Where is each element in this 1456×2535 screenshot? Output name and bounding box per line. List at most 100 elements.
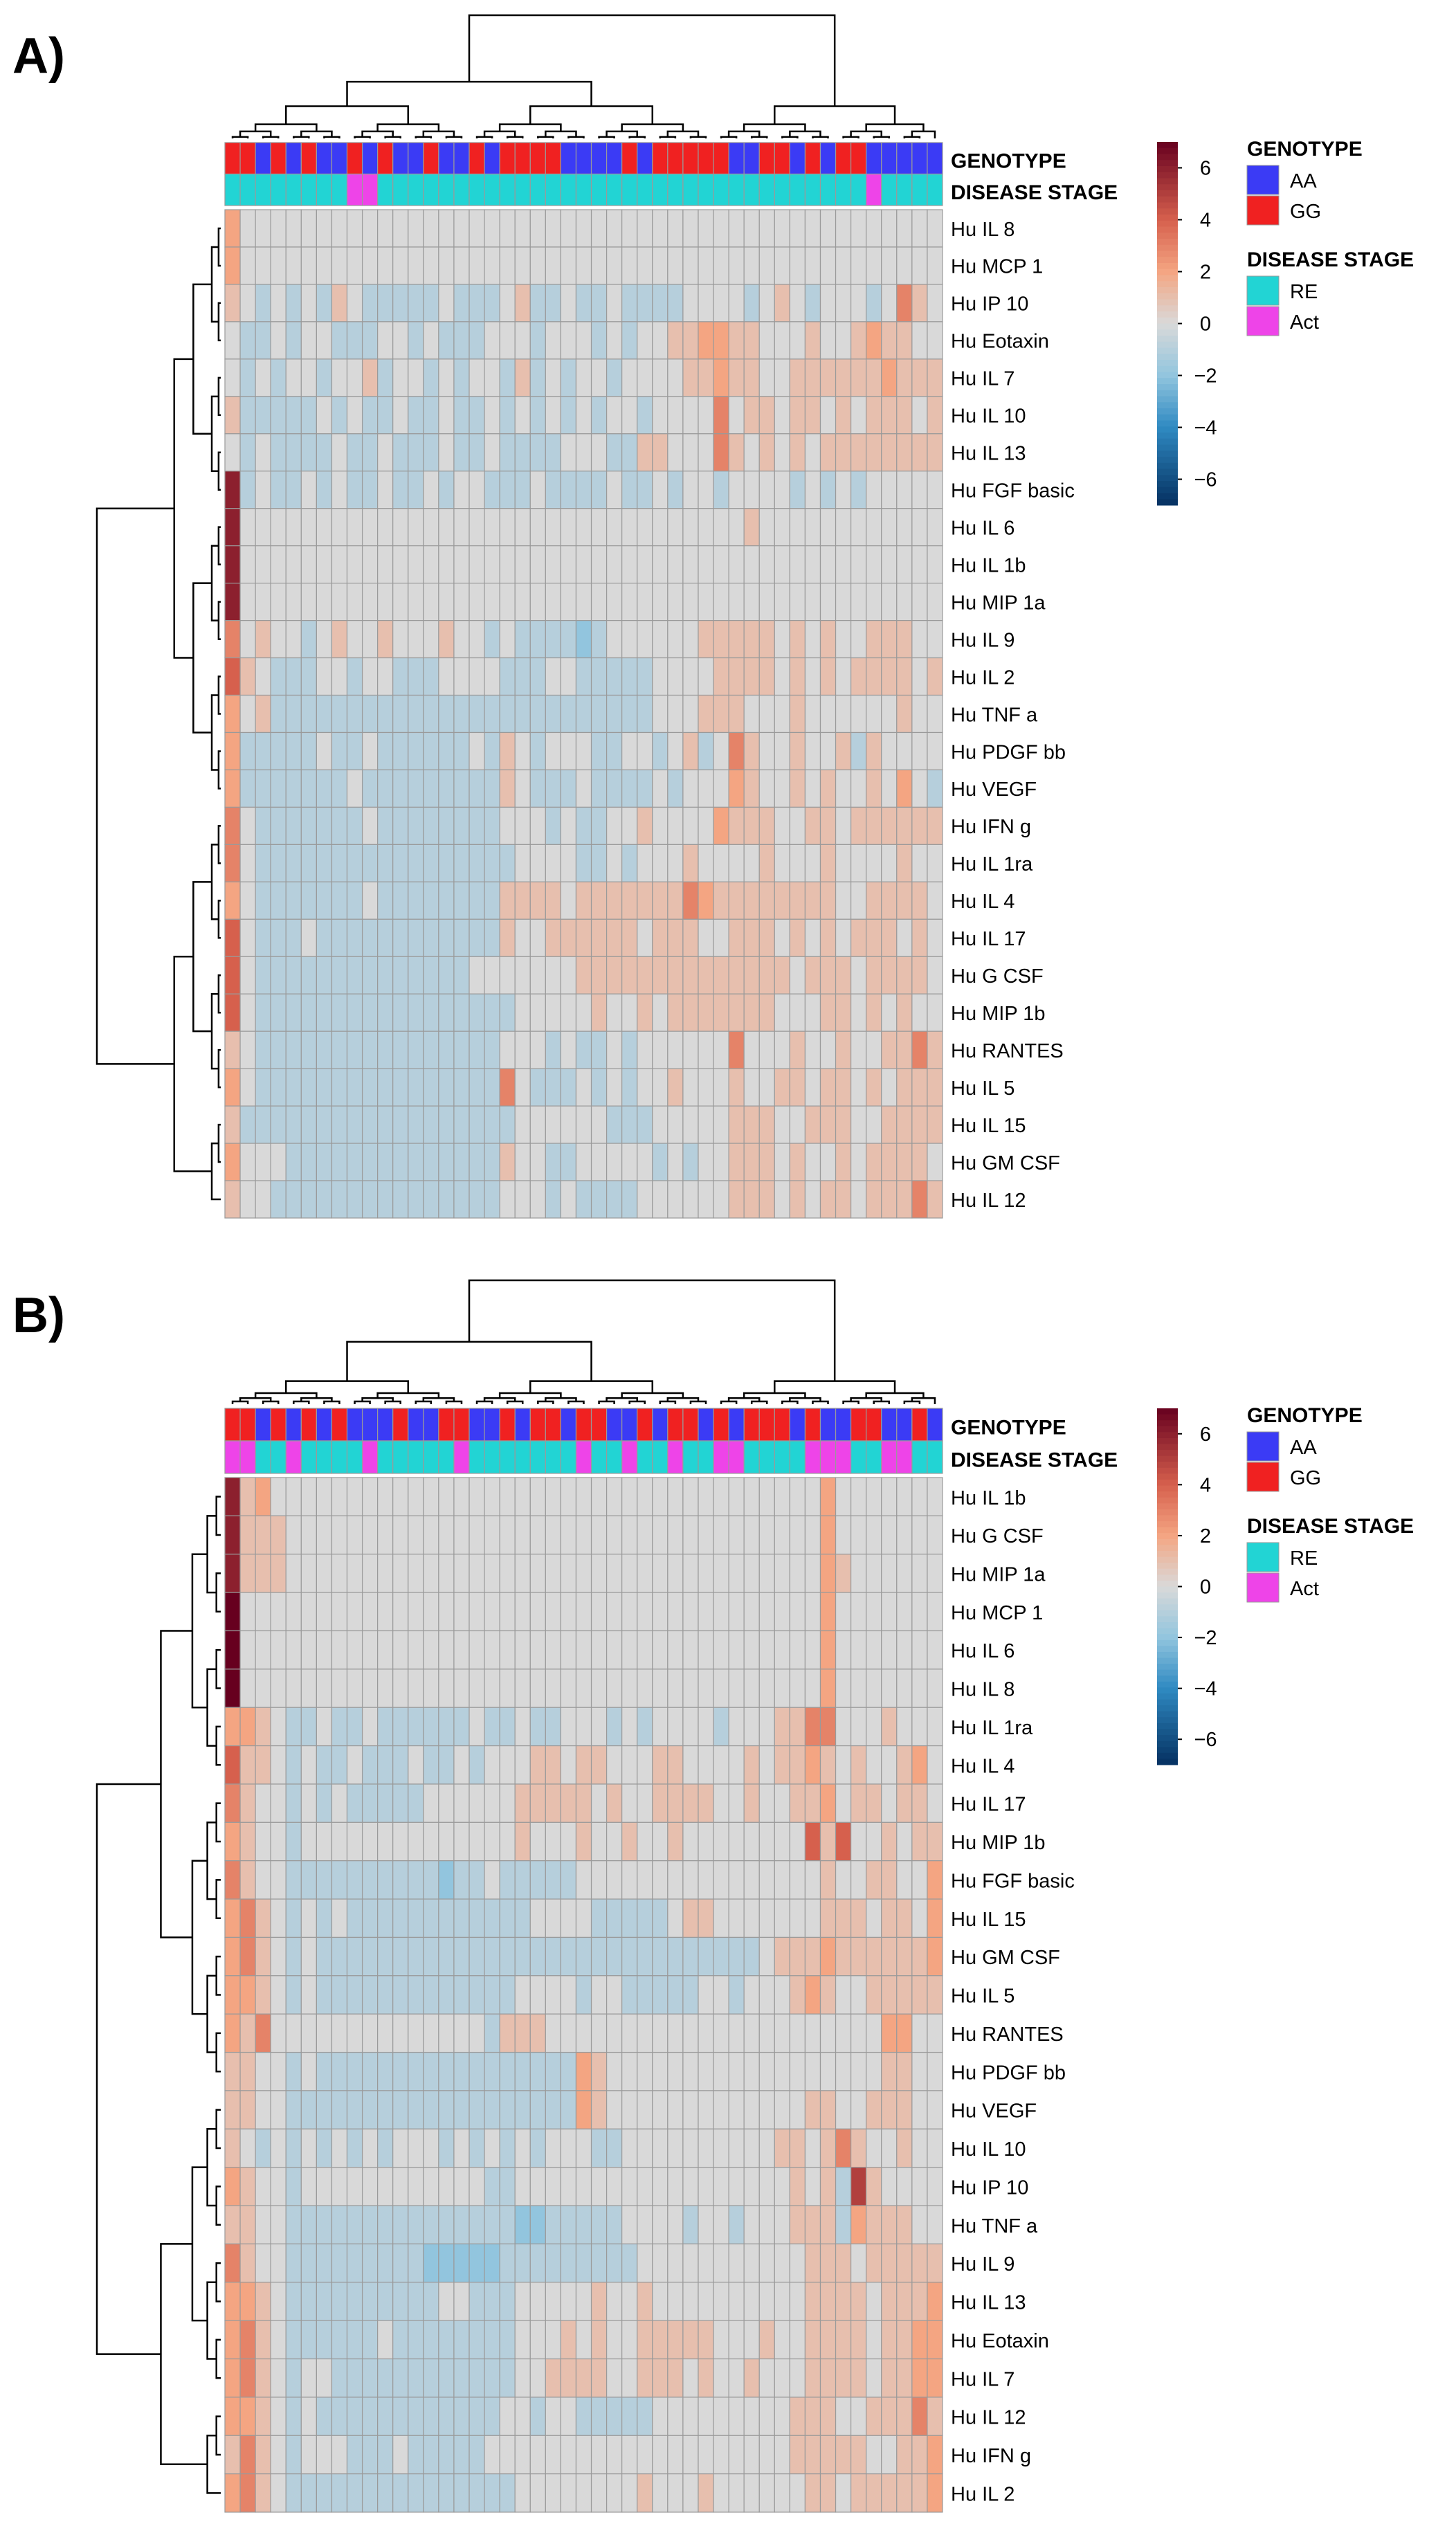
heatmap-cell <box>789 918 806 957</box>
heatmap-cell <box>484 1030 500 1069</box>
heatmap-cell <box>606 1515 623 1555</box>
heatmap-cell <box>453 1554 470 1593</box>
heatmap-cell <box>285 471 302 509</box>
row-label: Hu IFN g <box>951 2445 1031 2467</box>
heatmap-cell <box>346 1105 363 1144</box>
heatmap-cell <box>774 844 790 882</box>
heatmap-cell <box>896 1105 913 1144</box>
heatmap-cell <box>423 2397 439 2436</box>
heatmap-cell <box>881 2051 898 2091</box>
heatmap-cell <box>560 583 577 621</box>
heatmap-cell <box>758 1592 775 1632</box>
heatmap-cell <box>423 396 439 435</box>
stage-cell <box>819 1440 837 1474</box>
heatmap-cell <box>682 358 699 397</box>
heatmap-cell <box>758 2090 775 2129</box>
heatmap-cell <box>270 1936 286 1977</box>
heatmap-cell <box>804 1515 821 1555</box>
heatmap-cell <box>255 396 271 435</box>
heatmap-cell <box>239 2090 256 2129</box>
heatmap-cell <box>881 471 898 509</box>
genotype-cell <box>545 142 562 175</box>
heatmap-cell <box>392 209 409 248</box>
heatmap-cell <box>514 2013 531 2053</box>
heatmap-cell <box>881 1707 898 1747</box>
heatmap-cell <box>804 396 821 435</box>
heatmap-cell <box>911 1783 928 1823</box>
stage-cell <box>224 173 241 206</box>
color-scale-step <box>1157 1491 1178 1498</box>
heatmap-cell <box>300 2282 317 2321</box>
heatmap-cell <box>285 246 302 285</box>
heatmap-cell <box>392 2358 409 2398</box>
genotype-cell <box>423 142 439 175</box>
heatmap-cell <box>300 657 317 696</box>
heatmap-cell <box>866 769 882 808</box>
heatmap-cell <box>270 2358 286 2398</box>
heatmap-cell <box>728 433 745 472</box>
heatmap-cell <box>774 321 790 360</box>
heatmap-cell <box>361 1860 379 1900</box>
stage-cell <box>835 173 852 206</box>
heatmap-cell <box>408 1707 424 1747</box>
color-scale-tick-label: −2 <box>1194 365 1217 388</box>
heatmap-cell <box>850 2397 867 2436</box>
heatmap-cell <box>361 657 379 696</box>
heatmap-cell <box>331 2090 348 2129</box>
heatmap-cell <box>270 209 286 248</box>
heatmap-cell <box>285 2282 302 2321</box>
heatmap-cell <box>392 583 409 621</box>
genotype-cell <box>316 142 333 175</box>
heatmap-cell <box>529 2167 546 2206</box>
heatmap-cell <box>499 1143 516 1181</box>
heatmap-cell <box>850 956 867 994</box>
heatmap-cell <box>484 2243 500 2283</box>
heatmap-cell <box>743 1975 760 2015</box>
heatmap-cell <box>927 1936 943 1977</box>
heatmap-cell <box>698 2243 714 2283</box>
heatmap-cell <box>285 2128 302 2168</box>
heatmap-cell <box>270 769 286 808</box>
heatmap-cell <box>758 2358 775 2398</box>
heatmap-cell <box>590 2051 608 2091</box>
genotype-cell <box>392 1408 409 1442</box>
heatmap-cell <box>911 1030 928 1069</box>
heatmap-cell <box>728 2051 745 2091</box>
heatmap-cell <box>316 1554 333 1593</box>
heatmap-cell <box>927 1821 943 1862</box>
heatmap-cell <box>499 2282 516 2321</box>
heatmap-cell <box>560 1030 577 1069</box>
heatmap-cell <box>285 1515 302 1555</box>
heatmap-cell <box>774 769 790 808</box>
heatmap-cell <box>361 396 379 435</box>
heatmap-cell <box>255 956 271 994</box>
heatmap-cell <box>652 1592 668 1632</box>
heatmap-cell <box>270 508 286 547</box>
stage-cell <box>652 173 668 206</box>
row-label: Hu MIP 1a <box>951 1564 1046 1586</box>
heatmap-cell <box>361 471 379 509</box>
heatmap-cell <box>652 2243 668 2283</box>
heatmap-cell <box>377 806 394 845</box>
heatmap-cell <box>300 619 317 659</box>
heatmap-cell <box>316 2435 333 2475</box>
color-scale-step <box>1157 1563 1178 1570</box>
heatmap-cell <box>453 769 470 808</box>
heatmap-cell <box>514 1068 531 1107</box>
heatmap-cell <box>377 1180 394 1219</box>
heatmap-cell <box>575 1936 592 1977</box>
genotype-annotation-label: GENOTYPE <box>951 149 1066 172</box>
heatmap-cell <box>575 2243 592 2283</box>
heatmap-cell <box>316 508 333 547</box>
heatmap-cell <box>743 1143 760 1181</box>
row-label: Hu MCP 1 <box>951 256 1043 278</box>
heatmap-cell <box>652 583 668 621</box>
stage-cell <box>285 173 302 206</box>
heatmap-cell <box>850 1821 867 1862</box>
heatmap-cell <box>713 1105 729 1144</box>
heatmap-cell <box>637 358 653 397</box>
heatmap-cell <box>789 2282 806 2321</box>
heatmap-cell <box>804 956 821 994</box>
legend-swatch <box>1246 195 1280 226</box>
heatmap-cells <box>224 209 943 1219</box>
